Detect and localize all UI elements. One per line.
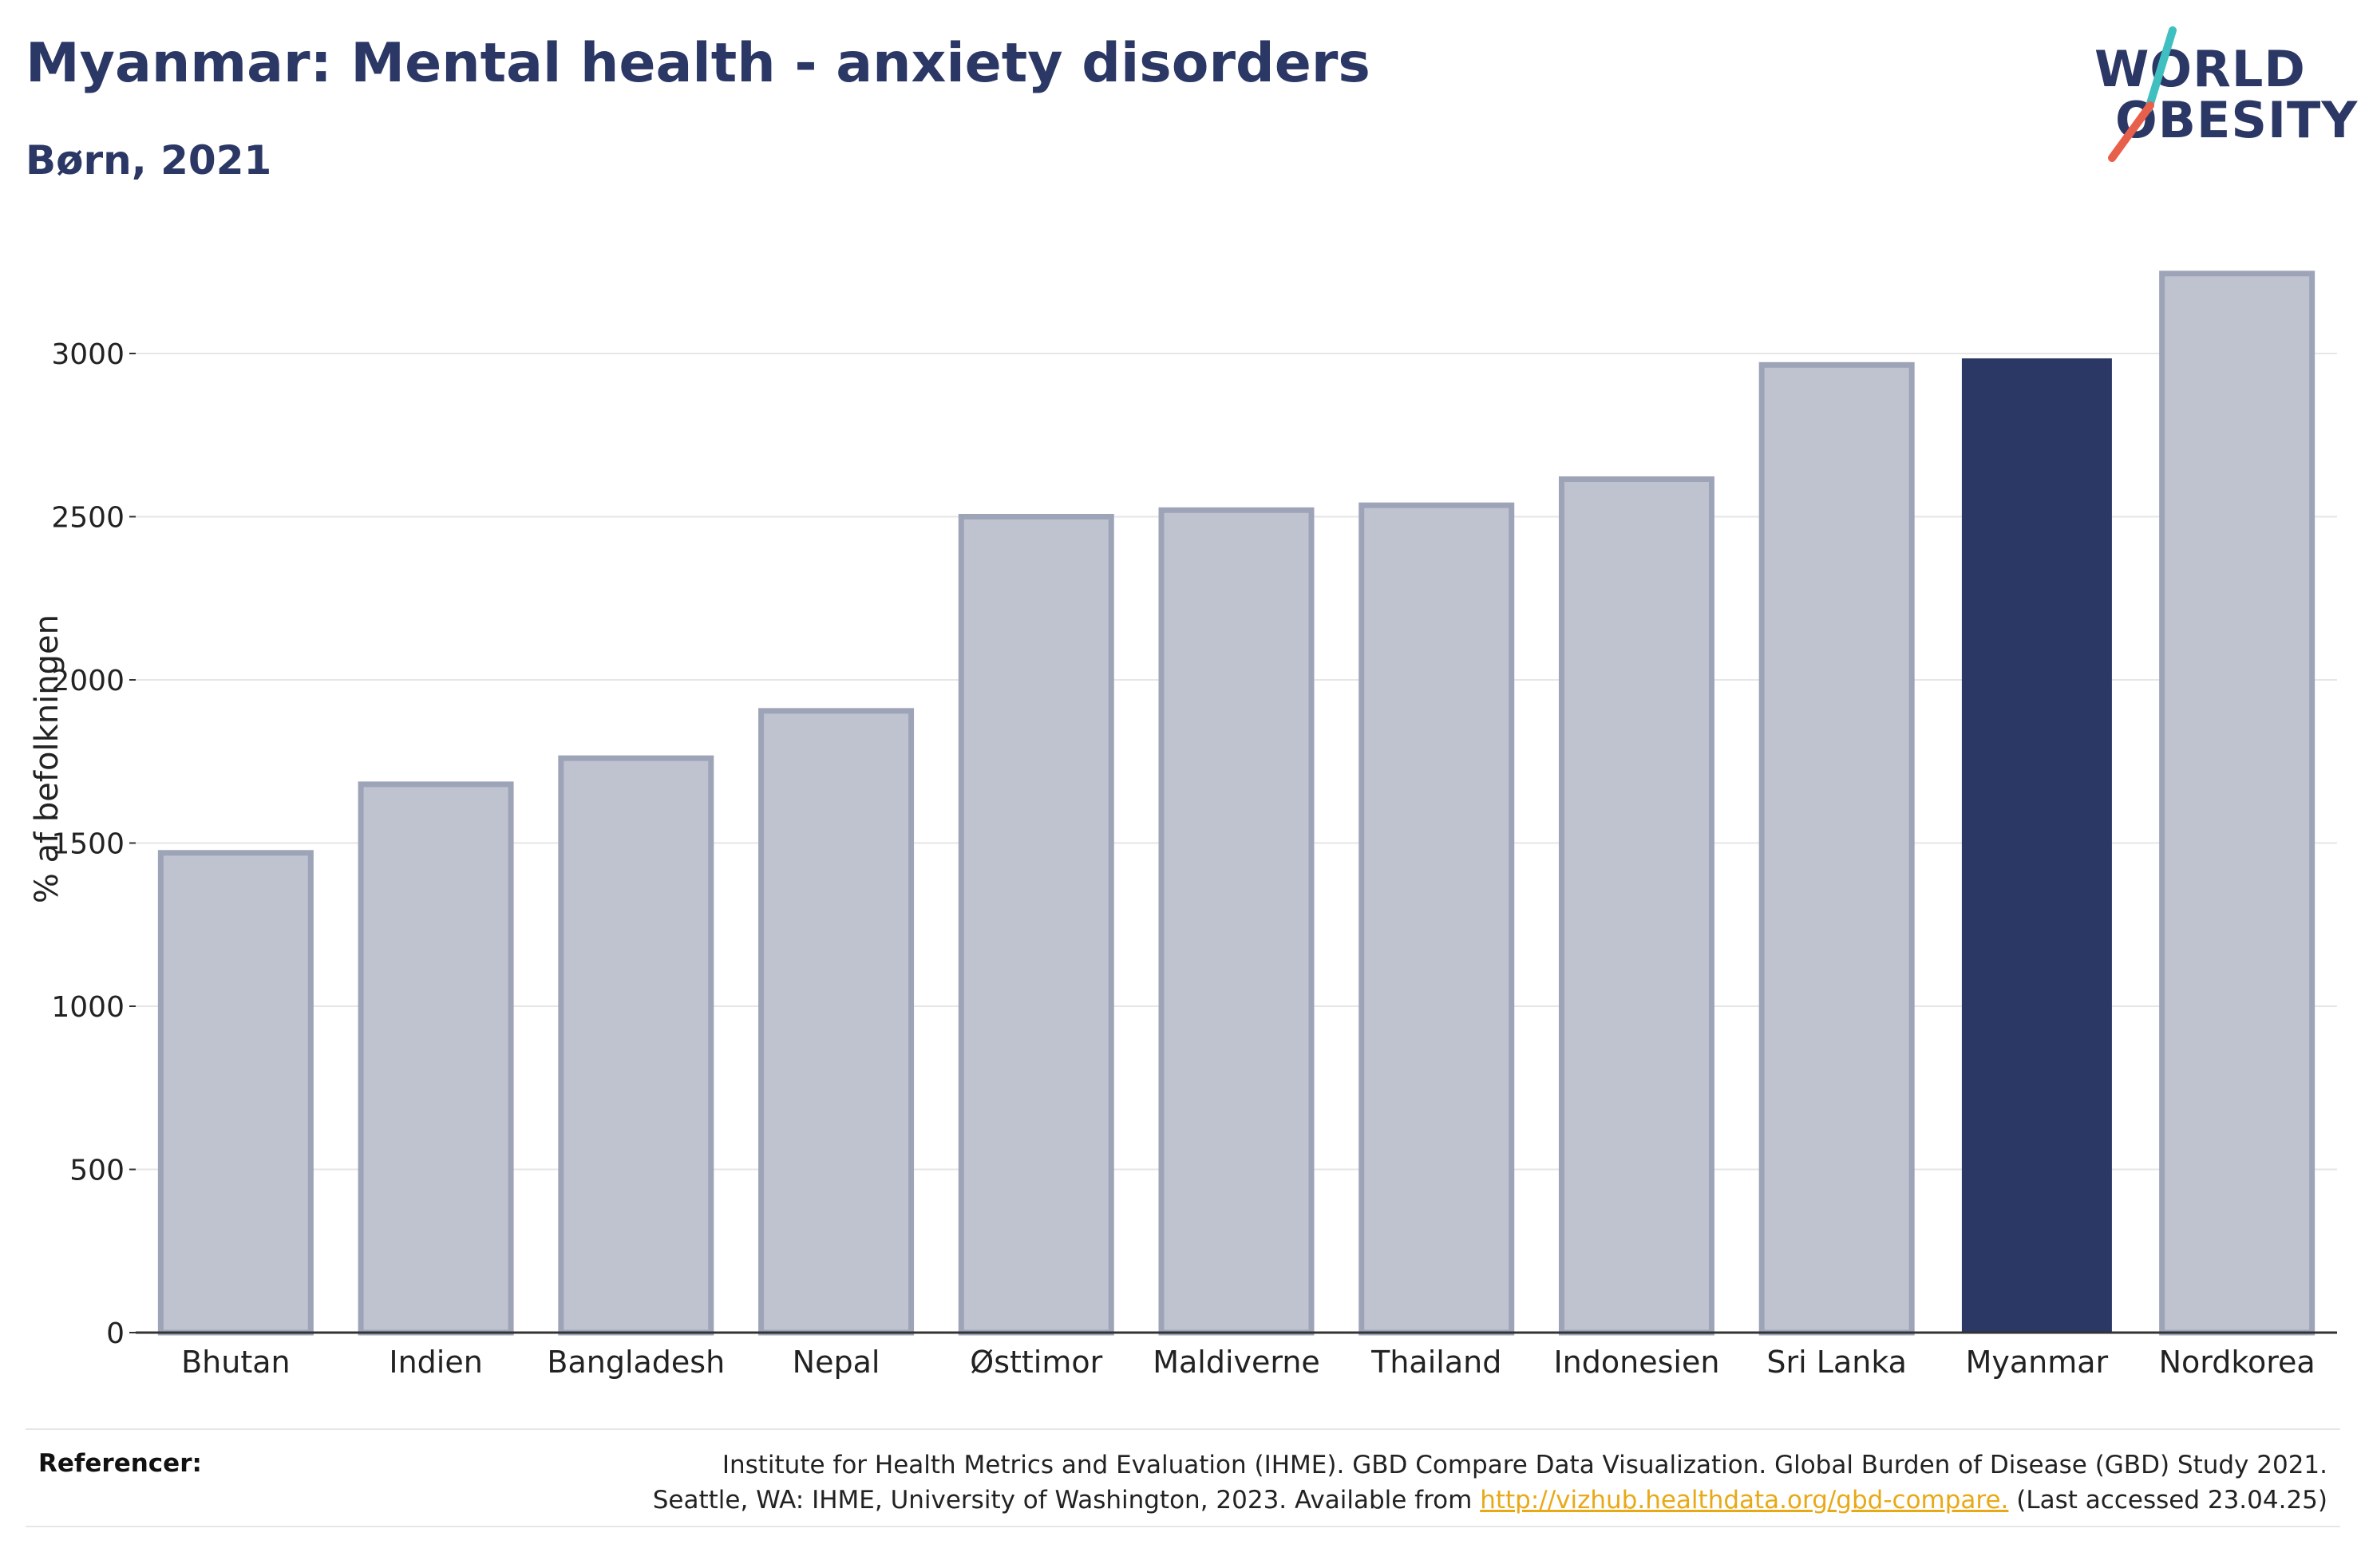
logo-slash-icon: [2108, 26, 2177, 162]
bar-indonesien: [1558, 476, 1714, 1336]
reference-line-2-prefix: Seattle, WA: IHME, University of Washing…: [652, 1486, 1481, 1515]
y-tick-label: 0: [106, 1317, 125, 1350]
x-tick-label: Indonesien: [1553, 1345, 1719, 1380]
bar-sri-lanka: [1758, 361, 1915, 1336]
logo-text-obesity: OBESITY: [2115, 91, 2359, 149]
world-obesity-logo: WORLD OBESITY: [2083, 22, 2357, 166]
references-text: Institute for Health Metrics and Evaluat…: [653, 1448, 2327, 1518]
references-label: Referencer:: [38, 1449, 202, 1478]
y-axis-ticks: 0 500 1000 1500 2000 2500 3000: [51, 338, 136, 1350]
x-tick-label: Nordkorea: [2159, 1345, 2316, 1380]
bar-bhutan: [157, 850, 314, 1336]
y-tick-label: 3000: [51, 338, 125, 371]
y-tick-label: 1000: [51, 991, 125, 1024]
bar-bangladesh: [558, 755, 714, 1336]
bar-nepal: [758, 708, 915, 1336]
x-tick-label: Myanmar: [1966, 1345, 2109, 1380]
x-axis-labels: Bhutan Indien Bangladesh Nepal Østtimor Maldi…: [181, 1345, 2316, 1380]
bar-myanmar: [1961, 358, 2112, 1333]
references-box: Referencer: Institute for Health Metrics…: [26, 1428, 2340, 1527]
y-tick-label: 2000: [51, 665, 125, 697]
x-tick-label: Sri Lanka: [1766, 1345, 1907, 1380]
x-tick-label: Bhutan: [181, 1345, 291, 1380]
chart-title: Myanmar: Mental health - anxiety disorde…: [26, 32, 1370, 95]
bar-nordkorea: [2159, 271, 2316, 1336]
bar-østtimor: [958, 514, 1114, 1336]
x-tick-label: Indien: [389, 1345, 482, 1380]
y-tick-label: 1500: [51, 828, 125, 861]
gbd-compare-link[interactable]: http://vizhub.healthdata.org/gbd-compare…: [1480, 1486, 2009, 1515]
reference-line-1: Institute for Health Metrics and Evaluat…: [722, 1451, 2327, 1479]
y-axis-title: % af befolkningen: [29, 614, 65, 903]
bar-thailand: [1358, 502, 1515, 1336]
x-tick-label: Maldiverne: [1153, 1345, 1320, 1380]
x-tick-label: Thailand: [1370, 1345, 1501, 1380]
y-tick-label: 2500: [51, 502, 125, 535]
bar-maldiverne: [1158, 507, 1315, 1336]
x-tick-label: Bangladesh: [547, 1345, 725, 1380]
logo-text-world: WORLD: [2094, 40, 2306, 98]
bar-indien: [358, 781, 514, 1336]
x-tick-label: Østtimor: [970, 1345, 1102, 1380]
bars: [157, 271, 2316, 1336]
reference-line-2-suffix: (Last accessed 23.04.25): [2008, 1486, 2327, 1515]
chart-subtitle: Børn, 2021: [26, 137, 272, 184]
y-tick-label: 500: [69, 1155, 125, 1187]
x-tick-label: Nepal: [793, 1345, 880, 1380]
reference-line-2: Seattle, WA: IHME, University of Washing…: [653, 1483, 2327, 1518]
bar-chart: 0 500 1000 1500 2000 2500 3000 Bhutan Indien Ban…: [29, 271, 2337, 1380]
